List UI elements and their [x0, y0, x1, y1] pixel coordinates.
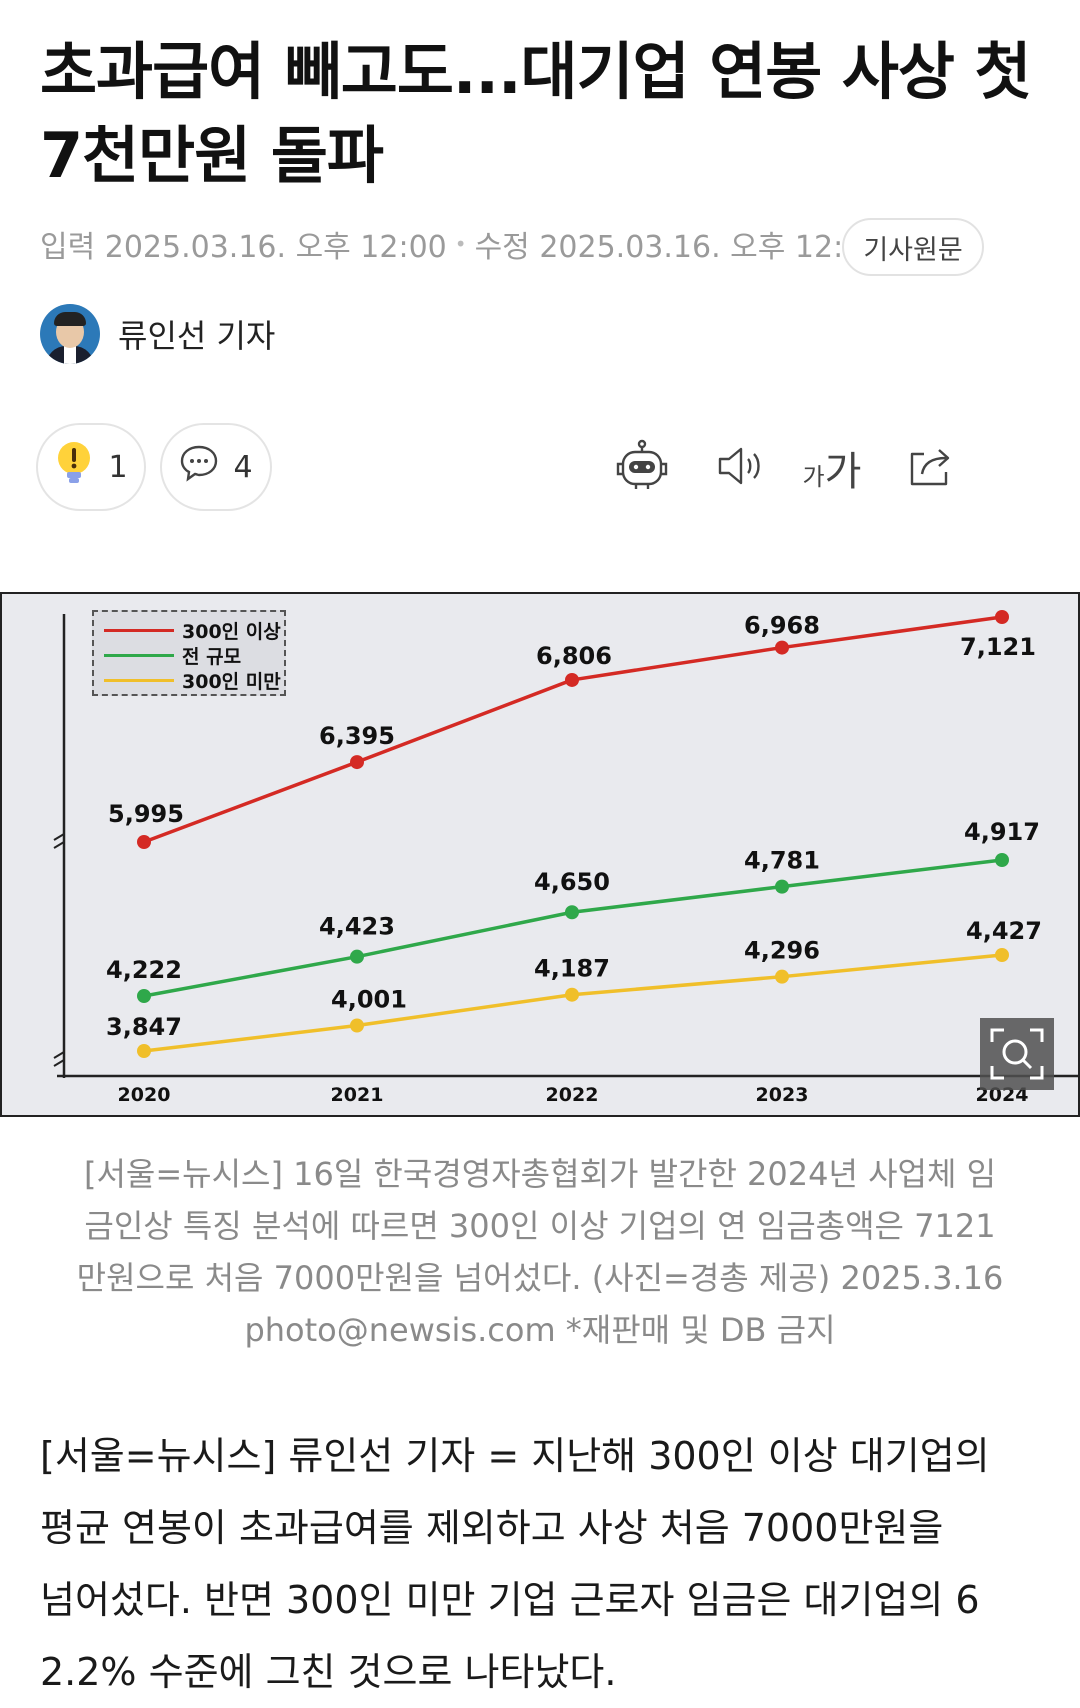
chart-canvas: 2020 2021 2022 2023 20245,9956,3956,8066,968… — [53, 610, 1078, 1106]
data-label-s1-2022: 6,806 — [536, 642, 612, 670]
image-zoom-button[interactable] — [980, 1018, 1054, 1090]
article-title: 초과급여 빼고도...대기업 연봉 사상 첫 7천만원 돌파 — [40, 30, 1040, 198]
body-line-2: 평균 연봉이 초과급여를 제외하고 사상 처음 7000만원을 — [40, 1506, 944, 1550]
data-point-s1-2022 — [565, 672, 579, 687]
reaction-button[interactable]: 1 — [36, 423, 146, 511]
share-icon — [904, 442, 956, 494]
legend-swatch-1 — [104, 628, 174, 632]
data-label-s2-2022: 4,650 — [534, 868, 610, 896]
article-body: [서울=뉴시스] 류인선 기자 = 지난해 300인 이상 대기업의 평균 연봉… — [40, 1420, 1050, 1708]
zoom-icon — [980, 1028, 1054, 1094]
x-tick-label-2022: 2022 — [546, 1084, 599, 1106]
data-point-s3-2021 — [350, 1018, 364, 1033]
data-label-s3-2020: 3,847 — [106, 1013, 182, 1041]
lightbulb-icon — [54, 441, 94, 493]
legend-label-2: 전 규모 — [182, 645, 242, 668]
body-line-1: [서울=뉴시스] 류인선 기자 = 지난해 300인 이상 대기업의 — [40, 1434, 990, 1478]
data-label-s2-2020: 4,222 — [106, 956, 182, 984]
author-info[interactable]: 류인선 기자 — [40, 304, 275, 364]
data-point-s3-2020 — [137, 1044, 151, 1058]
share-button[interactable] — [898, 436, 962, 500]
data-label-s2-2024: 4,917 — [964, 818, 1040, 846]
axis-break-mark-2 — [53, 1051, 65, 1067]
legend-label-1: 300인 이상 — [182, 620, 281, 643]
x-tick-label-2021: 2021 — [331, 1084, 384, 1106]
wage-chart[interactable]: 2020 2021 2022 2023 2024 5,995 6,395 6,806 6,968… — [0, 592, 1080, 1117]
legend-swatch-3 — [104, 678, 174, 682]
axis-break-mark-1 — [53, 833, 65, 849]
published-date: 입력 2025.03.16. 오후 12:00 — [40, 230, 447, 265]
data-label-s2-2021: 4,423 — [319, 913, 395, 941]
data-point-s1-2020 — [137, 835, 151, 849]
data-point-s2-2024 — [995, 853, 1009, 867]
data-point-s1-2023 — [775, 640, 789, 655]
data-point-s1-2024 — [995, 610, 1009, 624]
listen-button[interactable] — [708, 436, 772, 500]
data-label-s1-2021: 6,395 — [319, 722, 395, 750]
robot-icon — [614, 438, 670, 498]
legend-item-1: 300인 이상 — [104, 618, 281, 643]
data-point-s2-2021 — [350, 949, 364, 964]
legend-swatch-2 — [104, 653, 174, 657]
title-line-1: 초과급여 빼고도...대기업 연봉 사상 첫 — [40, 35, 1032, 108]
data-point-s2-2023 — [775, 879, 789, 894]
x-tick-label-2023: 2023 — [756, 1084, 809, 1106]
data-point-s3-2023 — [775, 969, 789, 984]
speaker-icon — [714, 442, 766, 494]
data-label-s1-2023: 6,968 — [744, 612, 820, 640]
caption-line-1: [서울=뉴시스] 16일 한국경영자총협회가 발간한 2024년 사업체 임 — [83, 1155, 997, 1193]
data-label-s3-2021: 4,001 — [331, 986, 407, 1014]
separator-dot: • — [454, 232, 467, 256]
data-label-s2-2023: 4,781 — [744, 847, 820, 875]
x-tick-label-2020: 2020 — [118, 1084, 171, 1106]
legend-item-3: 300인 미만 — [104, 668, 281, 693]
data-label-s3-2023: 4,296 — [744, 937, 820, 965]
reaction-count: 1 — [108, 449, 128, 485]
font-size-icon: 가가 — [802, 449, 862, 495]
data-point-s2-2022 — [565, 905, 579, 920]
caption-line-2: 금인상 특징 분석에 따르면 300인 이상 기업의 연 임금총액은 7121 — [84, 1207, 996, 1245]
data-label-s3-2024: 4,427 — [966, 917, 1042, 945]
body-line-3: 넘어섰다. 반면 300인 미만 기업 근로자 임금은 대기업의 6 — [40, 1578, 980, 1622]
comment-count: 4 — [233, 449, 253, 485]
updated-date: 수정 2025.03.16. 오후 12:51 — [474, 230, 882, 265]
legend-item-2: 전 규모 — [104, 643, 242, 668]
comment-icon — [179, 443, 219, 491]
data-point-s3-2022 — [565, 987, 579, 1002]
data-point-s2-2020 — [137, 989, 151, 1003]
ai-summary-button[interactable] — [610, 436, 674, 500]
data-label-s1-2020: 5,995 — [108, 800, 184, 828]
data-label-s3-2022: 4,187 — [534, 955, 610, 983]
legend-label-3: 300인 미만 — [182, 670, 281, 693]
data-point-s1-2021 — [350, 755, 364, 770]
body-line-4: 2.2% 수준에 그친 것으로 나타났다. — [40, 1650, 617, 1694]
author-name[interactable]: 류인선 기자 — [118, 317, 276, 355]
article-dates: 입력 2025.03.16. 오후 12:00 • 수정 2025.03.16.… — [40, 224, 882, 265]
data-point-s3-2024 — [995, 948, 1009, 962]
photo-caption: [서울=뉴시스] 16일 한국경영자총협회가 발간한 2024년 사업체 임 금… — [40, 1148, 1040, 1356]
caption-line-3: 만원으로 처음 7000만원을 넘어섰다. (사진=경총 제공) 2025.3.… — [76, 1259, 1004, 1297]
chart-legend: 300인 이상 전 규모 300인 미만 — [92, 610, 286, 696]
caption-line-4: photo@newsis.com *재판매 및 DB 금지 — [244, 1311, 836, 1349]
font-size-button[interactable]: 가가 — [800, 436, 864, 500]
data-label-s1-2024: 7,121 — [960, 633, 1036, 661]
comment-button[interactable]: 4 — [160, 423, 272, 511]
avatar[interactable] — [40, 304, 100, 364]
title-line-2: 7천만원 돌파 — [40, 119, 384, 192]
original-article-button[interactable]: 기사원문 — [842, 218, 984, 276]
